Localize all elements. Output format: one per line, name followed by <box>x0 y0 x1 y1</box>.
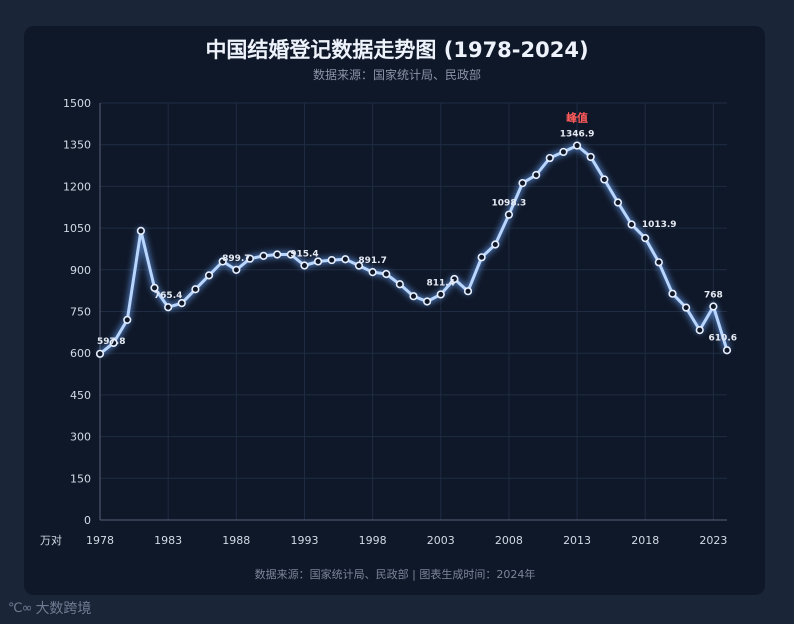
chart-title: 中国结婚登记数据走势图 (1978-2024) <box>205 38 589 62</box>
data-point <box>545 153 554 163</box>
series-line-glow <box>97 142 731 357</box>
data-point <box>450 274 459 284</box>
data-point <box>327 255 336 265</box>
data-label: 768 <box>704 290 723 300</box>
data-point <box>177 299 186 308</box>
data-point <box>504 210 514 219</box>
data-point <box>695 326 704 335</box>
grid-lines <box>99 102 727 520</box>
data-point <box>164 303 173 312</box>
x-tick-label: 1983 <box>154 534 182 547</box>
data-point <box>668 289 677 298</box>
data-point <box>109 338 118 348</box>
x-tick-label: 1978 <box>86 534 114 547</box>
tick-labels: 0 150 300 450 600 750 900 1050 1200 1350 1500 1978 1… <box>40 97 727 547</box>
series-line <box>99 144 729 355</box>
data-point <box>313 257 323 266</box>
x-tick-label: 2003 <box>427 534 455 547</box>
data-point <box>395 280 404 289</box>
watermark-text: 大数跨境 <box>35 601 92 617</box>
data-point <box>204 271 214 280</box>
chart-card <box>24 26 765 595</box>
data-point <box>95 349 105 358</box>
data-point <box>709 302 718 311</box>
axes <box>99 103 727 521</box>
y-tick-label: 600 <box>70 347 91 360</box>
data-point <box>491 240 500 249</box>
data-point <box>245 254 255 263</box>
y-tick-label: 300 <box>70 431 91 444</box>
data-label: 765.4 <box>154 291 182 301</box>
x-tick-label: 2023 <box>699 534 727 547</box>
data-point <box>436 290 445 299</box>
data-point <box>354 261 364 270</box>
data-points <box>95 141 732 358</box>
chart-footer: 数据来源：国家统计局、民政部 | 图表生成时间：2024年 <box>254 568 536 581</box>
data-point <box>600 175 609 184</box>
data-point <box>559 147 568 157</box>
y-tick-label: 1500 <box>63 97 91 110</box>
chart-subtitle: 数据来源：国家统计局、民政部 <box>312 68 481 82</box>
data-point <box>627 220 636 229</box>
data-point <box>232 265 241 274</box>
data-point <box>341 255 350 264</box>
y-tick-label: 1200 <box>63 180 91 193</box>
data-point <box>191 285 200 294</box>
x-tick-label: 2018 <box>631 534 659 547</box>
data-label: 1098.3 <box>492 199 527 209</box>
data-point <box>518 178 527 188</box>
data-point <box>532 170 541 180</box>
data-point <box>641 234 650 243</box>
data-point <box>682 303 691 312</box>
data-labels: 597.8 765.4 899.7 915.4 891.7 811.4 1098.3 1346… <box>97 111 737 347</box>
data-point <box>586 152 595 162</box>
data-label: 1013.9 <box>642 220 677 230</box>
data-point <box>654 258 663 267</box>
data-label: 597.8 <box>97 337 125 347</box>
y-tick-label: 1350 <box>63 139 91 152</box>
data-point <box>382 269 391 279</box>
y-tick-label: 450 <box>70 389 91 402</box>
data-point <box>123 315 132 324</box>
data-point <box>286 250 295 259</box>
data-point <box>477 253 486 262</box>
y-tick-label: 750 <box>70 306 91 319</box>
x-tick-label: 2013 <box>563 534 591 547</box>
y-axis-label: 万对 <box>40 533 62 547</box>
data-point <box>722 346 732 355</box>
y-tick-label: 0 <box>84 514 91 527</box>
data-point <box>150 283 159 292</box>
y-tick-label: 1050 <box>63 222 91 235</box>
watermark: ℃∞ 大数跨境 <box>8 598 91 618</box>
data-point <box>259 251 268 260</box>
data-point <box>613 198 623 207</box>
data-point <box>300 261 309 270</box>
data-point <box>423 297 432 306</box>
data-label: 811.4 <box>427 278 455 288</box>
data-label: 1346.9 <box>560 130 595 140</box>
data-point <box>136 226 145 235</box>
data-label: 891.7 <box>358 256 386 266</box>
data-point <box>218 257 227 266</box>
y-tick-label: 150 <box>70 472 91 485</box>
peak-annotation: 峰值 <box>566 111 588 125</box>
data-label: 899.7 <box>222 254 250 264</box>
series-line <box>97 142 731 357</box>
y-tick-label: 900 <box>70 264 91 277</box>
x-tick-label: 2008 <box>495 534 523 547</box>
x-tick-label: 1998 <box>359 534 387 547</box>
data-point <box>368 268 377 277</box>
data-point <box>572 141 582 150</box>
x-tick-label: 1988 <box>222 534 250 547</box>
data-label: 610.6 <box>709 333 737 343</box>
data-point <box>463 287 473 296</box>
brand-logo-icon: ℃∞ <box>8 600 32 616</box>
data-point <box>273 250 282 259</box>
data-point <box>409 292 418 301</box>
data-label: 915.4 <box>290 250 318 260</box>
x-tick-label: 1993 <box>290 534 318 547</box>
